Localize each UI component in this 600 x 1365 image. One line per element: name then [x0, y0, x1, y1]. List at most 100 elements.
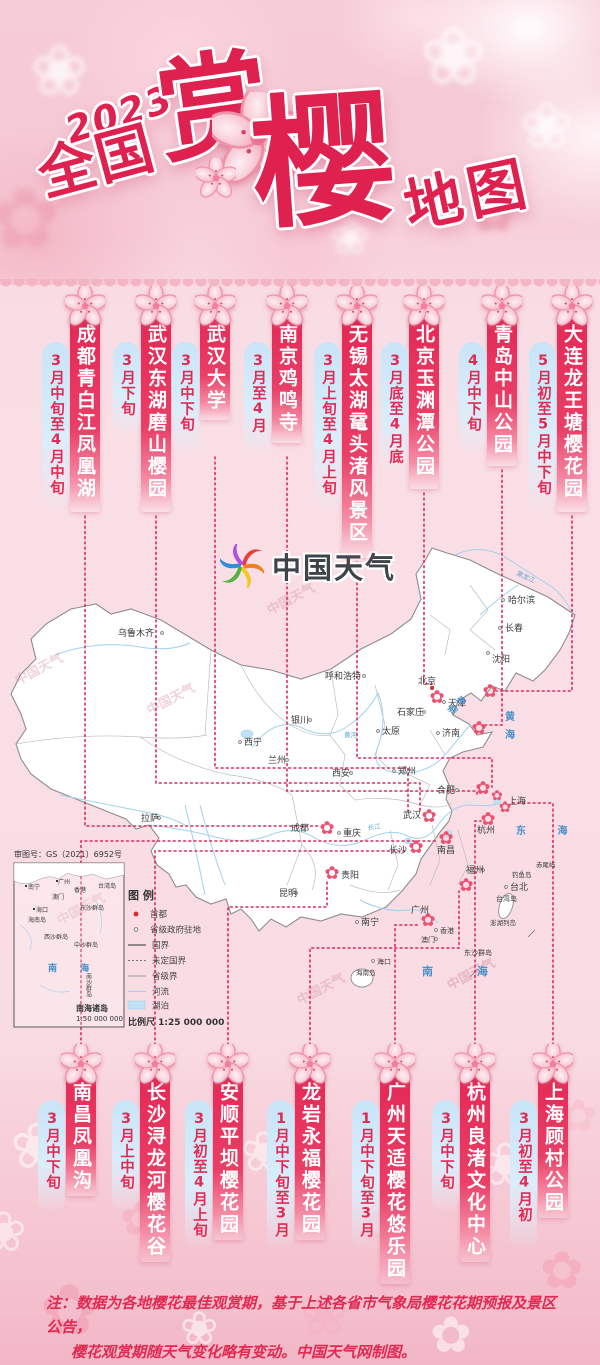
svg-text:澳门: 澳门: [421, 935, 435, 944]
china-weather-logo: 中国天气: [220, 544, 396, 588]
banner-ribbon: 上海顾村公园: [538, 1072, 568, 1218]
banner-name: 南昌凤凰沟: [70, 1082, 92, 1192]
svg-text:台北: 台北: [510, 881, 528, 893]
banner-date: 3月初至4月上旬: [185, 1100, 212, 1251]
svg-text:✿: ✿: [319, 818, 334, 839]
svg-text:东 海: 东 海: [516, 824, 581, 837]
banner-date: 3月初至4月初: [510, 1100, 537, 1251]
svg-text:河流: 河流: [152, 987, 170, 998]
cherry-blossom-icon: [61, 1044, 101, 1084]
capital-dot-beijing: [430, 686, 434, 690]
svg-text:南昌: 南昌: [437, 844, 455, 856]
banner-date-text: 3月下旬: [119, 353, 135, 417]
banner-name: 武汉大学: [204, 324, 226, 412]
banner-date: 5月初至5月中下旬: [529, 342, 556, 512]
title-char-ying: 樱: [246, 75, 400, 250]
banner-ribbon: 青岛中山公园: [487, 314, 517, 466]
svg-text:成都: 成都: [291, 822, 309, 834]
south-china-sea-inset: 审图号：GS（2021）6952号 南宁 广州 香港 澳门 台湾岛 海口 海南岛…: [13, 849, 125, 1028]
banner-name: 长沙浔龙河樱花谷: [144, 1082, 166, 1258]
banner-date-text: 3月初至4月初: [516, 1111, 532, 1223]
svg-text:✿: ✿: [482, 681, 497, 702]
banner-date-text: 3月初至4月上旬: [191, 1111, 207, 1238]
svg-text:沈阳: 沈阳: [492, 653, 510, 665]
city-labels: 乌鲁木齐 哈尔滨 长春 沈阳 呼和浩特 北京 天津 石家庄 太原 济南 银川 西…: [118, 594, 535, 966]
cherry-blossom-icon: [290, 1044, 330, 1084]
svg-text:中国天气: 中国天气: [294, 970, 347, 1009]
banner-name: 大连龙王塘樱花园: [561, 324, 583, 500]
cherry-blossom-icon: [65, 286, 105, 326]
svg-text:澳门: 澳门: [52, 893, 64, 901]
svg-text:湖泊: 湖泊: [152, 1001, 169, 1012]
svg-text:南沙群岛: 南沙群岛: [85, 972, 92, 998]
header-photo-banner: ❀ ❀ ✿ ❀ ✿ ❀ 2023 全国 赏 樱 地图: [0, 0, 600, 285]
banner-date: 3月底至4月底: [381, 342, 408, 474]
svg-text:首都: 首都: [150, 909, 168, 920]
svg-text:银川: 银川: [291, 714, 309, 726]
banner-name: 武汉东湖磨山樱园: [145, 324, 167, 500]
blossom-texture-icon: ✿: [40, 1269, 99, 1351]
banner-date: 3月下旬: [113, 342, 140, 436]
hainan-island: [350, 968, 374, 988]
svg-text:长春: 长春: [505, 622, 523, 634]
banner-name: 青岛中山公园: [491, 324, 513, 456]
banner-name: 成都青白江凤凰湖: [74, 324, 96, 500]
banner-date-text: 1月中下旬至3月: [273, 1111, 289, 1238]
svg-text:乌鲁木齐: 乌鲁木齐: [118, 627, 154, 639]
svg-text:✿: ✿: [421, 806, 436, 827]
logo-text: 中国天气: [272, 551, 397, 585]
banner-date: 1月中下旬至3月: [352, 1100, 379, 1251]
title-blossom-small-icon: [196, 158, 236, 198]
banner-ribbon: 安顺平坝樱花园: [213, 1072, 243, 1240]
banner-ribbon: 南京鸡鸣寺: [272, 314, 302, 443]
svg-text:✿: ✿: [420, 910, 435, 931]
taiwan-island: [498, 893, 514, 919]
svg-text:南宁: 南宁: [28, 883, 40, 891]
svg-text:省级政府驻地: 省级政府驻地: [150, 925, 202, 936]
svg-text:南宁: 南宁: [361, 916, 379, 928]
blossom-texture-icon: ✿: [540, 1241, 584, 1301]
banner-date: 1月中下旬至3月: [267, 1100, 294, 1251]
cherry-blossom-icon: [375, 1044, 415, 1084]
footer-note-line1: 注：数据为各地樱花最佳观赏期，基于上述各省市气象局樱花花期预报及景区公告，: [46, 1294, 557, 1337]
banner-ribbon: 长沙浔龙河樱花谷: [140, 1072, 170, 1262]
map-legend: 图 例 首都 省级政府驻地 国界 未定国界 省级界 河流 湖泊 比例尺 1:25…: [127, 888, 224, 1028]
banner-date: 3月至4月: [244, 342, 271, 455]
svg-text:广州: 广州: [411, 904, 429, 916]
svg-text:武汉: 武汉: [403, 809, 421, 821]
svg-text:✿: ✿: [458, 875, 473, 896]
svg-text:南 海: 南 海: [48, 962, 99, 974]
banner-date: 3月上旬至4月上旬: [314, 342, 341, 512]
svg-text:西安: 西安: [332, 767, 350, 779]
svg-text:重庆: 重庆: [343, 827, 361, 839]
cherry-blossom-icon: [337, 286, 377, 326]
blossom-markers: ✿ ✿ ✿✿ ✿✿ ✿✿ ✿✿ ✿✿ ✿✿: [319, 681, 511, 931]
city-dots: [157, 598, 508, 963]
banner-date-text: 4月中下旬: [465, 353, 481, 432]
svg-text:✿: ✿: [438, 828, 453, 849]
banner-date-text: 5月初至5月中下旬: [535, 353, 551, 496]
cherry-blossom-icon: [195, 286, 235, 326]
svg-text:黄河: 黄河: [344, 730, 358, 739]
svg-text:黄海: 黄海: [503, 710, 515, 747]
banner-date-text: 3月中下旬: [178, 353, 194, 432]
banner-ribbon: 无锡太湖鼋头渚风景区: [342, 314, 372, 558]
cherry-blossom-icon: [482, 286, 522, 326]
cherry-blossom-icon: [404, 286, 444, 326]
blossom-texture-icon: ✿: [0, 170, 61, 268]
svg-text:✿: ✿: [499, 798, 512, 816]
banner-ribbon: 南昌凤凰沟: [66, 1072, 96, 1196]
cherry-blossom-icon: [208, 1044, 248, 1084]
svg-text:海口: 海口: [36, 906, 48, 914]
china-map: 中国天气 中国天气 中国天气 中国天气 中国天气 中国天气: [10, 456, 581, 1046]
banner-ribbon: 成都青白江凤凰湖: [70, 314, 100, 512]
banner-date-text: 3月至4月: [250, 353, 266, 434]
svg-text:长江: 长江: [367, 821, 382, 832]
banner-name: 上海顾村公园: [542, 1082, 564, 1214]
svg-text:省级界: 省级界: [152, 971, 178, 982]
svg-text:✿: ✿: [471, 718, 486, 739]
svg-text:上海: 上海: [508, 795, 526, 807]
blossom-texture-icon: ❀: [0, 1200, 27, 1265]
banner-date-text: 3月底至4月底: [387, 353, 403, 465]
banner-ribbon: 杭州良渚文化中心: [460, 1072, 490, 1262]
